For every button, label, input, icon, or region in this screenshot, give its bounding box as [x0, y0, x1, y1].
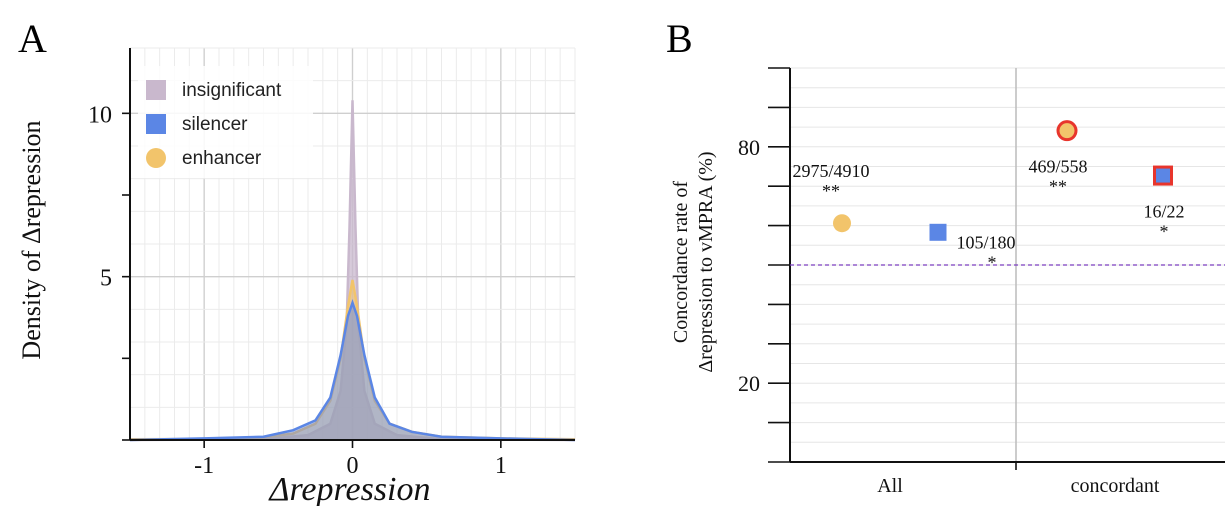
- concordance-points: [833, 120, 1173, 241]
- concordance-annotations: 2975/4910**105/180*469/558**16/22*: [792, 157, 1184, 273]
- density-y-axis-label: Density of Δrepression: [17, 120, 46, 359]
- density-x-axis-label: Δrepression: [268, 471, 431, 506]
- legend-label-insignificant: insignificant: [182, 80, 282, 101]
- density-area-silencer: [130, 302, 575, 440]
- fraction-label: 2975/4910: [792, 161, 869, 181]
- concordance-point: [1056, 120, 1078, 142]
- x-tick-label: 0: [347, 453, 359, 479]
- density-area-enhancer: [130, 279, 575, 440]
- x-tick-label: -1: [194, 453, 214, 479]
- fraction-label: 469/558: [1028, 157, 1087, 177]
- fraction-label: 16/22: [1143, 202, 1184, 222]
- y-tick-label: 80: [738, 135, 760, 160]
- category-label: concordant: [1071, 475, 1160, 497]
- concordance-y-axis-label-line1: Concordance rate of: [670, 181, 692, 343]
- significance-label: *: [988, 252, 997, 272]
- y-tick-label: 5: [100, 266, 112, 292]
- significance-label: **: [822, 181, 840, 201]
- concordance-point: [1153, 165, 1173, 186]
- panel-b-label: B: [666, 16, 693, 61]
- significance-label: **: [1049, 177, 1067, 197]
- category-label: All: [877, 475, 903, 497]
- density-areas: [129, 100, 576, 442]
- legend-box: [138, 66, 313, 178]
- fraction-label: 105/180: [956, 232, 1015, 252]
- density-tick-labels: -1 0 1 5 10: [88, 102, 507, 479]
- x-tick-label: 1: [495, 453, 507, 479]
- concordance-tick-labels: 20 80 All concordant: [738, 135, 1160, 497]
- concordance-y-axis-label-line2: Δrepression to vMPRA (%): [695, 151, 717, 372]
- legend-swatch-insignificant: [146, 80, 166, 100]
- concordance-point: [929, 223, 947, 241]
- legend-label-enhancer: enhancer: [182, 148, 262, 169]
- density-area-insignificant: [130, 100, 575, 441]
- legend-label-silencer: silencer: [182, 114, 248, 135]
- density-legend: insignificant silencer enhancer: [138, 66, 313, 178]
- legend-swatch-enhancer: [146, 148, 166, 168]
- density-chart: -1 0 1 5 10 Δrepression Density of Δrepressi…: [17, 47, 576, 506]
- y-tick-label: 20: [738, 371, 760, 396]
- legend-swatch-silencer: [146, 114, 166, 134]
- density-axes: [122, 48, 575, 448]
- significance-label: *: [1160, 222, 1169, 242]
- concordance-point: [833, 214, 851, 233]
- panel-a-label: A: [18, 16, 47, 61]
- y-tick-label: 10: [88, 102, 112, 128]
- concordance-axes: [768, 67, 1225, 470]
- density-line-silencer: [129, 298, 576, 442]
